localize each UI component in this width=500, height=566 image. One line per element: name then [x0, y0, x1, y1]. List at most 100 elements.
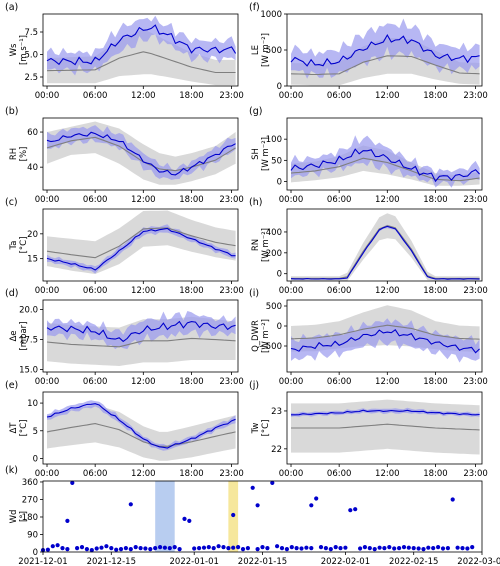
y-tick-label: 200 [266, 249, 282, 259]
plot-frame [286, 117, 483, 191]
panel-j: 22 23 00:00 06:00 12:00 18:00 23:00 Tw [°C] (j) [249, 380, 488, 479]
wind-direction-point [255, 503, 260, 508]
wind-direction-point [65, 518, 70, 524]
plot-area [290, 135, 481, 188]
y-tick-label: 270 [22, 495, 38, 505]
wind-direction-point [245, 546, 250, 551]
x-tick-label: 18:00 [179, 469, 204, 479]
plot-area [46, 311, 236, 366]
x-tick-label: 12:00 [131, 286, 156, 296]
plot-frame [286, 299, 483, 373]
wind-direction-point [109, 546, 114, 551]
plot-frame [42, 391, 239, 465]
panel-letter: (k) [5, 465, 18, 476]
y-axis-label: Wd [9, 510, 19, 524]
y-axis-label: [°C] [261, 420, 271, 437]
wind-direction-point [431, 546, 436, 551]
wind-direction-point [328, 547, 333, 552]
panel-letter: (i) [249, 288, 259, 299]
model-mean-line [46, 337, 236, 348]
observation-spread-band [47, 224, 236, 274]
plot-frame [42, 480, 483, 553]
y-tick-label: 0 [277, 322, 282, 332]
model-mean-line [46, 227, 236, 259]
panel-letter: (g) [249, 106, 262, 117]
wind-direction-point [79, 545, 85, 550]
wind-direction-point [348, 508, 353, 513]
wind-direction-point [260, 545, 265, 550]
x-tick-label: 23:00 [219, 195, 244, 205]
y-axis-label: [W m⁻²] [261, 228, 271, 262]
y-tick-label: 0 [33, 454, 38, 464]
model-mean-line [290, 324, 480, 340]
panel-e: 0 5 10 00:00 06:00 12:00 18:00 23:00 ΔT [°C] (e) [5, 380, 244, 479]
x-tick-label: 00:00 [35, 377, 60, 387]
wind-direction-point [201, 545, 207, 550]
x-tick-label: 00:00 [35, 195, 60, 205]
x-tick-label: 06:00 [327, 195, 352, 205]
x-tick-label: 06:00 [327, 469, 352, 479]
model-spread-band [47, 404, 236, 461]
observation-mean-line [46, 227, 236, 271]
wind-direction-point [123, 546, 128, 551]
wind-direction-point [138, 546, 143, 551]
x-tick-label: 23:00 [219, 91, 244, 101]
y-tick-label: 50 [271, 156, 282, 166]
wind-direction-point [99, 545, 104, 550]
wind-direction-point [55, 543, 60, 548]
y-axis-label: [m s⁻¹] [19, 35, 29, 65]
panel-k: 0 90 180 270 360 2021-12-01 2021-12-15 2022-01-… [5, 465, 500, 566]
x-tick-label: 12:00 [375, 286, 400, 296]
y-axis-label: Ws [9, 43, 19, 56]
wind-direction-point [353, 507, 358, 512]
x-tick-label: 18:00 [179, 286, 204, 296]
wind-direction-point [240, 547, 246, 552]
x-tick-label: 23:00 [219, 469, 244, 479]
wind-direction-point [84, 547, 89, 552]
wind-direction-point [255, 547, 260, 552]
model-mean-line [46, 51, 236, 74]
x-tick-label: 18:00 [423, 91, 448, 101]
wind-direction-point [416, 546, 421, 551]
y-tick-label: −500 [259, 342, 282, 352]
y-axis-label: [°C] [19, 237, 29, 254]
wind-direction-point [362, 545, 367, 550]
wind-direction-point [231, 545, 236, 550]
x-tick-label: 18:00 [179, 195, 204, 205]
x-tick-label: 06:00 [327, 377, 352, 387]
wind-direction-point [470, 545, 475, 550]
y-axis-label: RH [9, 148, 19, 160]
x-tick-label: 18:00 [423, 377, 448, 387]
x-tick-label: 00:00 [35, 469, 60, 479]
wind-direction-point [133, 545, 138, 550]
y-tick-label: 15.0 [19, 366, 38, 376]
x-tick-label: 06:00 [83, 469, 108, 479]
y-tick-label: 40 [27, 163, 38, 173]
wind-direction-point [182, 516, 187, 522]
observation-spread-band [291, 407, 480, 417]
wind-direction-point [333, 545, 338, 550]
wind-direction-point [128, 502, 133, 507]
wind-direction-point [284, 547, 289, 552]
wind-direction-point [309, 503, 314, 508]
wind-direction-point [304, 545, 309, 550]
x-tick-label: 12:00 [131, 91, 156, 101]
plot-area [46, 210, 236, 274]
y-tick-label: 15 [27, 255, 38, 265]
x-tick-label: 23:00 [463, 377, 488, 387]
model-mean-line [290, 55, 480, 76]
model-spread-band [291, 213, 480, 281]
y-tick-label: 23 [271, 407, 282, 417]
y-tick-label: 10 [27, 399, 38, 409]
x-tick-label: 12:00 [131, 377, 156, 387]
y-tick-label: 5.0 [24, 51, 38, 61]
y-axis-label: [W m⁻²] [261, 319, 271, 353]
panel-letter: (f) [249, 2, 260, 13]
wind-direction-point [460, 546, 465, 551]
plot-area [46, 15, 237, 86]
y-tick-label: 17.5 [19, 336, 38, 346]
wind-direction-point [314, 496, 319, 501]
x-tick-label: 23:00 [463, 286, 488, 296]
panel-letter: (d) [5, 288, 18, 299]
x-tick-label: 00:00 [35, 286, 60, 296]
